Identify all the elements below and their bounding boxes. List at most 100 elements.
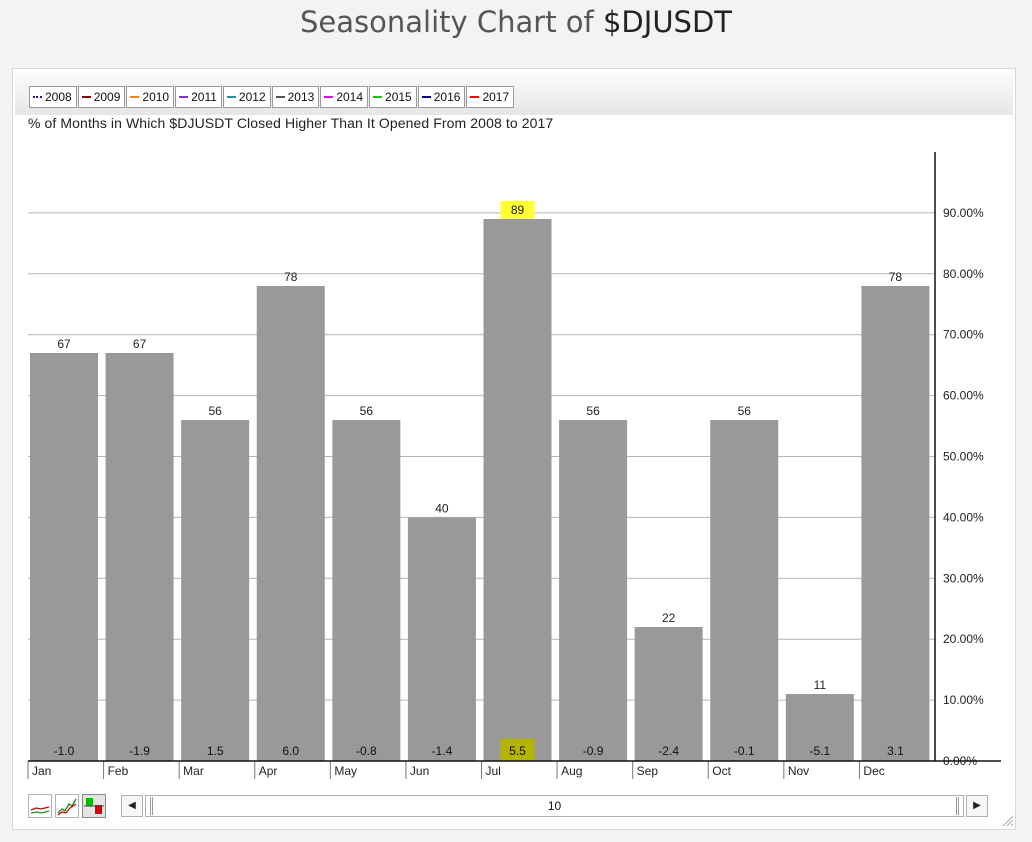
x-tick-label: May: [334, 764, 357, 778]
scroll-left-button[interactable]: ◀: [121, 795, 143, 817]
legend-item-2008[interactable]: 2008: [29, 86, 77, 108]
bar-return-label: -0.9: [583, 744, 604, 758]
legend-item-2012[interactable]: 2012: [222, 86, 271, 108]
legend-swatch: [226, 96, 236, 98]
legend-label: 2011: [191, 90, 217, 104]
bar: [105, 352, 174, 761]
x-tick-label: Jul: [486, 764, 501, 778]
legend-label: 2012: [238, 90, 266, 104]
bar-return-label: -2.4: [658, 744, 679, 758]
legend-item-2011[interactable]: 2011: [175, 86, 222, 108]
x-tick-label: Oct: [712, 764, 731, 778]
page-title-ticker: $DJUSDT: [602, 5, 732, 39]
x-tick-label: Mar: [183, 764, 204, 778]
bar-value-label: 40: [435, 501, 449, 515]
legend-swatch: [81, 96, 91, 98]
chart-subtitle: % of Months in Which $DJUSDT Closed High…: [28, 115, 554, 131]
legend-item-2017[interactable]: 2017: [466, 86, 515, 108]
y-tick-label: 10.00%: [943, 693, 984, 707]
x-tick-label: Jan: [32, 764, 51, 778]
legend-label: 2009: [93, 90, 121, 104]
legend-label: 2010: [142, 90, 170, 104]
x-tick-label: Sep: [637, 764, 659, 778]
x-tick-label: Nov: [788, 764, 809, 778]
bar: [559, 419, 628, 761]
y-tick-label: 50.00%: [943, 450, 984, 464]
bar: [483, 218, 552, 762]
scrollbar-track[interactable]: 10: [145, 795, 964, 817]
x-tick-label: Dec: [863, 764, 884, 778]
bar-return-label: -5.1: [809, 744, 830, 758]
y-tick-label: 80.00%: [943, 267, 984, 281]
bar-value-label: 89: [511, 203, 525, 217]
legend: 2008 2009 2010 2011 2012 2013 2014 2015 2016 2017: [29, 86, 515, 108]
performance-chart-icon[interactable]: [55, 794, 79, 818]
bar-return-label: -1.4: [432, 744, 453, 758]
bar-return-label: 6.0: [282, 744, 299, 758]
bar: [407, 517, 476, 761]
bar-return-label: -0.8: [356, 744, 377, 758]
highlight-marker-bottom: [500, 739, 535, 761]
bar-return-label: 3.1: [887, 744, 904, 758]
bar-return-label: 5.5: [509, 744, 526, 758]
legend-item-2013[interactable]: 2013: [271, 86, 320, 108]
legend-swatch: [33, 96, 42, 98]
bar: [861, 285, 930, 761]
x-tick-label: Feb: [108, 764, 129, 778]
bar: [30, 352, 98, 761]
bar-value-label: 67: [133, 337, 147, 351]
bar-return-label: -1.9: [129, 744, 150, 758]
y-tick-label: 90.00%: [943, 206, 984, 220]
scroll-right-button[interactable]: ▶: [966, 795, 988, 817]
page-title-prefix: Seasonality Chart of: [300, 5, 603, 39]
bar: [785, 694, 854, 761]
x-tick-label: Aug: [561, 764, 582, 778]
legend-label: 2017: [482, 90, 510, 104]
y-tick-label: 40.00%: [943, 510, 984, 524]
bar: [256, 285, 325, 761]
legend-label: 2008: [45, 90, 72, 104]
bar-value-label: 56: [208, 404, 222, 418]
bar-value-label: 78: [889, 270, 903, 284]
legend-swatch: [179, 96, 189, 98]
legend-label: 2014: [336, 90, 364, 104]
resize-grip-icon[interactable]: [1000, 813, 1014, 827]
legend-label: 2016: [433, 90, 461, 104]
bar-chart-icon[interactable]: [82, 794, 106, 818]
legend-swatch: [373, 96, 383, 98]
bar: [710, 419, 779, 761]
bar-value-label: 78: [284, 270, 298, 284]
bar: [332, 419, 401, 761]
scrollbar-thumb[interactable]: 10: [150, 797, 959, 815]
legend-swatch: [130, 96, 140, 98]
legend-item-2016[interactable]: 2016: [417, 86, 466, 108]
bar-return-label: 1.5: [207, 744, 224, 758]
bar-value-label: 56: [586, 404, 600, 418]
bar-return-label: -1.0: [54, 744, 75, 758]
y-tick-label: 30.00%: [943, 571, 984, 585]
legend-item-2009[interactable]: 2009: [77, 86, 126, 108]
y-tick-label: 70.00%: [943, 328, 984, 342]
y-tick-label: 60.00%: [943, 389, 984, 403]
legend-swatch: [275, 96, 285, 98]
legend-label: 2013: [287, 90, 315, 104]
bar-value-label: 67: [57, 337, 71, 351]
line-chart-icon[interactable]: [28, 794, 52, 818]
legend-item-2010[interactable]: 2010: [126, 86, 175, 108]
x-tick-label: Jun: [410, 764, 429, 778]
bar: [634, 627, 703, 761]
legend-item-2015[interactable]: 2015: [369, 86, 417, 108]
highlight-marker-top: [500, 200, 535, 219]
legend-item-2014[interactable]: 2014: [320, 86, 369, 108]
legend-label: 2015: [385, 90, 412, 104]
legend-swatch: [470, 96, 480, 98]
bar: [181, 419, 250, 761]
legend-swatch: [421, 96, 431, 98]
bar-value-label: 56: [738, 404, 752, 418]
bar-value-label: 22: [662, 611, 676, 625]
legend-swatch: [324, 96, 334, 98]
page-title: Seasonality Chart of $DJUSDT: [0, 0, 1032, 54]
y-tick-label: 20.00%: [943, 632, 984, 646]
bar-return-label: -0.1: [734, 744, 755, 758]
